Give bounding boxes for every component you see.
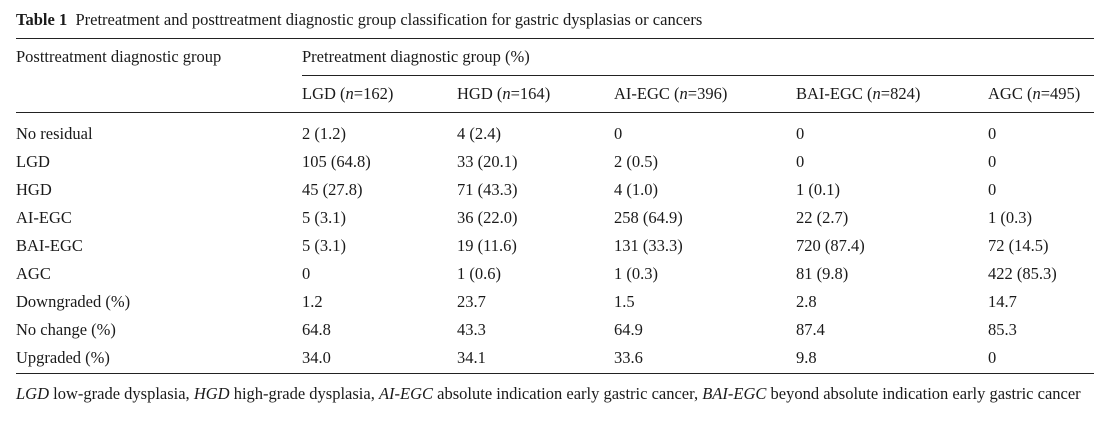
row-label: AI-EGC [16,208,72,227]
table-cell: 105 (64.8) [302,152,371,171]
table-cell: 81 (9.8) [796,264,849,283]
table-cell: 131 (33.3) [614,236,683,255]
column-header: BAI-EGC (n=824) [796,84,921,103]
table-cell: 34.0 [302,348,331,367]
table-cell: 43.3 [457,320,486,339]
footnote-abbreviation: BAI-EGC [702,384,767,403]
table-cell: 0 [988,348,997,367]
column-header-n-value: =396 [687,84,722,103]
table-cell: 19 (11.6) [457,236,517,255]
table-cell: 0 [988,124,997,143]
group-rule [302,75,1094,76]
table-cell: 5 (3.1) [302,208,346,227]
column-header-n: n [502,84,511,103]
column-header-n-value: =495 [1040,84,1075,103]
table-cell: 22 (2.7) [796,208,849,227]
column-header-n: n [345,84,354,103]
table-cell: 9.8 [796,348,817,367]
row-label: AGC [16,264,51,283]
table-caption: Table 1 Pretreatment and posttreatment d… [16,10,702,30]
table-cell: 1 (0.3) [988,208,1032,227]
table-cell: 2 (0.5) [614,152,658,171]
column-header-name: BAI-EGC [796,84,863,103]
row-label: Downgraded (%) [16,292,131,311]
top-rule [16,38,1094,39]
footnote-definition: absolute indication early gastric cancer… [433,384,703,403]
header-rule [16,112,1094,113]
footnote-definition: beyond absolute indication early gastric… [766,384,1081,403]
table-cell: 422 (85.3) [988,264,1057,283]
bottom-rule [16,373,1094,374]
table-cell: 0 [796,124,805,143]
column-header-n: n [679,84,688,103]
column-header-n: n [1032,84,1041,103]
table-cell: 23.7 [457,292,486,311]
column-header-n-value: =824 [880,84,915,103]
table-cell: 0 [614,124,623,143]
table-cell: 36 (22.0) [457,208,518,227]
table-cell: 64.8 [302,320,331,339]
column-header-n-value: =162 [353,84,388,103]
table-cell: 1.5 [614,292,635,311]
table-cell: 720 (87.4) [796,236,865,255]
column-header: HGD (n=164) [457,84,551,103]
footnote-abbreviation: LGD [16,384,50,403]
column-header: AI-EGC (n=396) [614,84,728,103]
table-cell: 5 (3.1) [302,236,346,255]
row-label: Upgraded (%) [16,348,110,367]
column-header: AGC (n=495) [988,84,1081,103]
table-title: Pretreatment and posttreatment diagnosti… [75,10,703,29]
footnote-abbreviation: AI-EGC [378,384,434,403]
table-cell: 4 (1.0) [614,180,658,199]
table-cell: 85.3 [988,320,1017,339]
column-header-n: n [872,84,881,103]
table-cell: 34.1 [457,348,486,367]
table-cell: 0 [988,180,997,199]
row-header: Posttreatment diagnostic group [16,47,222,66]
table-cell: 1.2 [302,292,323,311]
footnote-abbreviation: HGD [193,384,230,403]
table-cell: 14.7 [988,292,1017,311]
group-header: Pretreatment diagnostic group (%) [302,47,530,66]
table-cell: 258 (64.9) [614,208,683,227]
table-cell: 45 (27.8) [302,180,363,199]
row-label: LGD [16,152,50,171]
table-cell: 87.4 [796,320,825,339]
column-header-name: AI-EGC [614,84,670,103]
row-label: HGD [16,180,52,199]
column-header: LGD (n=162) [302,84,394,103]
row-label: No residual [16,124,93,143]
table-cell: 2.8 [796,292,817,311]
table-cell: 1 (0.3) [614,264,658,283]
table-cell: 0 [988,152,997,171]
table-cell: 33.6 [614,348,643,367]
column-header-name: HGD [457,84,493,103]
table-cell: 4 (2.4) [457,124,501,143]
column-header-n-value: =164 [510,84,545,103]
table-cell: 1 (0.1) [796,180,840,199]
column-header-name: AGC [988,84,1023,103]
table-cell: 72 (14.5) [988,236,1049,255]
row-label: No change (%) [16,320,116,339]
table-label: Table 1 [16,10,68,29]
table-cell: 71 (43.3) [457,180,518,199]
table-cell: 1 (0.6) [457,264,501,283]
row-label: BAI-EGC [16,236,83,255]
table-cell: 33 (20.1) [457,152,518,171]
table-cell: 64.9 [614,320,643,339]
table-footnote: LGD low-grade dysplasia, HGD high-grade … [16,383,1096,404]
table-cell: 2 (1.2) [302,124,346,143]
table-cell: 0 [302,264,311,283]
footnote-definition: low-grade dysplasia, [49,384,194,403]
footnote-definition: high-grade dysplasia, [229,384,379,403]
table-cell: 0 [796,152,805,171]
column-header-name: LGD [302,84,336,103]
